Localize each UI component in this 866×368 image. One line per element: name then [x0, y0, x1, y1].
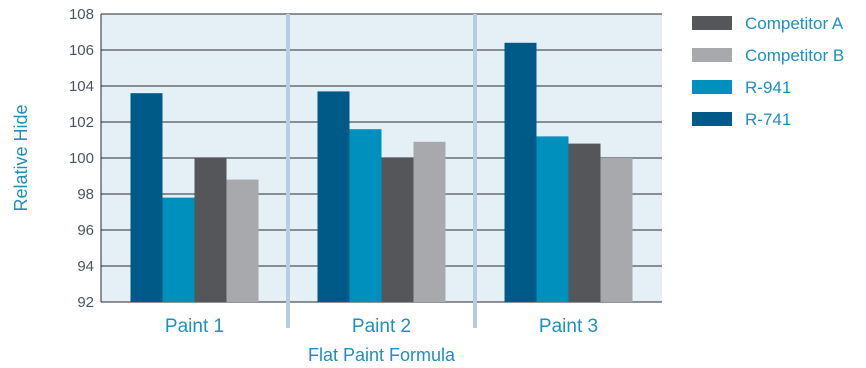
- x-axis-title: Flat Paint Formula: [308, 345, 456, 365]
- y-tick-labels: 92 94 96 98 100 102 104 106 108: [69, 6, 94, 311]
- bar-r-741-1: [317, 91, 350, 303]
- y-tick-label: 108: [69, 6, 94, 23]
- bar-competitor-b-2: [600, 158, 633, 302]
- y-tick-label: 104: [69, 78, 94, 95]
- legend-label: R-741: [745, 110, 791, 129]
- y-tick-label: 102: [69, 114, 94, 131]
- y-tick-label: 100: [69, 150, 94, 167]
- category-separators: [286, 14, 477, 328]
- legend-swatch: [692, 112, 732, 126]
- category-label: Paint 2: [352, 316, 411, 337]
- legend-label: Competitor A: [745, 14, 844, 33]
- bars: [130, 42, 633, 303]
- bar-competitor-a-1: [381, 158, 414, 302]
- bar-r-741-0: [130, 93, 163, 302]
- category-label: Paint 3: [539, 316, 598, 337]
- bar-r-941-1: [349, 129, 382, 302]
- y-tick-label: 94: [77, 258, 94, 275]
- bar-r-941-2: [536, 136, 569, 302]
- bar-competitor-b-0: [226, 179, 259, 302]
- legend-swatch: [692, 48, 732, 62]
- bar-r-941-0: [162, 197, 195, 302]
- legend-swatch: [692, 16, 732, 30]
- legend-swatch: [692, 80, 732, 94]
- y-tick-label: 96: [77, 222, 94, 239]
- legend: Competitor A Competitor B R-941 R-741: [692, 14, 844, 129]
- bar-competitor-a-2: [568, 143, 601, 302]
- bar-competitor-b-1: [413, 141, 446, 302]
- y-tick-label: 92: [77, 294, 94, 311]
- bar-r-741-2: [504, 42, 537, 303]
- legend-label: Competitor B: [745, 46, 844, 65]
- category-labels: Paint 1 Paint 2 Paint 3: [165, 316, 598, 337]
- legend-label: R-941: [745, 78, 791, 97]
- y-tick-label: 106: [69, 42, 94, 59]
- category-label: Paint 1: [165, 316, 224, 337]
- bar-competitor-a-0: [194, 158, 227, 302]
- y-axis-title: Relative Hide: [11, 104, 31, 211]
- y-tick-label: 98: [77, 186, 94, 203]
